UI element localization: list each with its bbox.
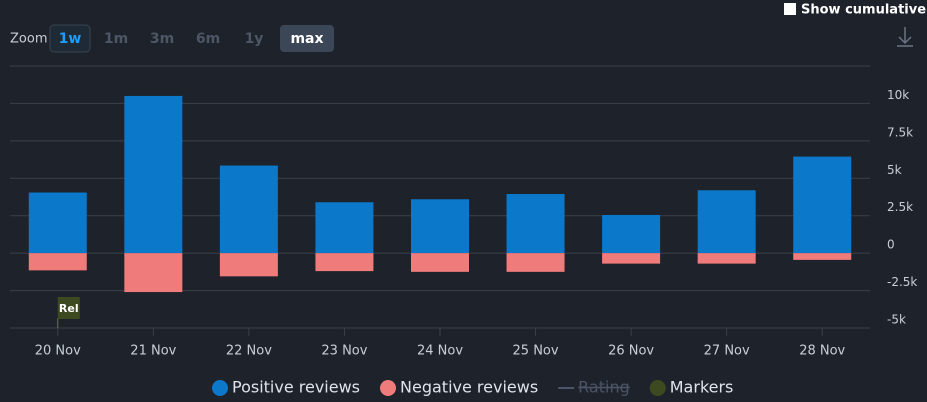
x-tick-label: 24 Nov	[417, 344, 463, 359]
bar	[602, 253, 661, 264]
x-tick-label: 26 Nov	[608, 344, 654, 359]
y-tick-label: -5k	[887, 313, 906, 327]
bar	[219, 165, 278, 254]
legend-label[interactable]: Positive reviews	[232, 378, 360, 397]
x-tick-label: 23 Nov	[321, 344, 367, 359]
checkbox-label[interactable]: Show cumulative	[801, 3, 926, 18]
legend-symbol[interactable]	[649, 380, 666, 396]
y-tick-label: 5k	[887, 163, 902, 177]
bar	[28, 253, 87, 271]
x-tick-label: 22 Nov	[226, 344, 272, 359]
zoom-button[interactable]	[280, 25, 334, 52]
zoom-option[interactable]: max	[290, 31, 323, 47]
bar	[315, 202, 374, 254]
download-icon[interactable]	[897, 27, 913, 47]
legend-symbol[interactable]	[380, 380, 397, 396]
y-tick-label: 0	[887, 238, 895, 252]
legend-label[interactable]: Negative reviews	[400, 378, 538, 397]
checkbox[interactable]	[784, 3, 796, 15]
legend-symbol[interactable]	[212, 380, 228, 396]
y-tick-label: 10k	[887, 88, 909, 102]
x-tick-label: 27 Nov	[704, 344, 750, 359]
bar	[506, 253, 565, 272]
x-tick-label: 21 Nov	[130, 344, 176, 359]
zoom-button[interactable]	[49, 24, 91, 53]
legend-label[interactable]: Rating	[578, 378, 630, 397]
bar	[506, 194, 565, 254]
zoom-option[interactable]: 1w	[59, 31, 82, 47]
y-tick-label: -2.5k	[887, 275, 917, 289]
bar	[793, 156, 852, 254]
zoom-label: Zoom	[10, 32, 47, 47]
legend-label[interactable]: Markers	[670, 378, 734, 397]
y-tick-label: 2.5k	[887, 200, 913, 214]
x-tick-label: 20 Nov	[35, 344, 81, 359]
bar	[793, 253, 852, 260]
marker-label: Rel	[59, 302, 79, 315]
bar	[124, 95, 183, 254]
bar	[219, 253, 278, 277]
bar	[697, 253, 756, 264]
marker-flag	[57, 297, 80, 319]
x-tick-label: 28 Nov	[799, 344, 845, 359]
bar	[411, 199, 469, 254]
bar	[411, 253, 469, 272]
zoom-option[interactable]: 1y	[245, 31, 264, 47]
bar	[602, 214, 661, 254]
x-tick-label: 25 Nov	[513, 344, 559, 359]
zoom-option[interactable]: 3m	[150, 31, 174, 47]
zoom-option[interactable]: 1m	[104, 31, 128, 47]
bar	[315, 253, 374, 272]
zoom-option[interactable]: 6m	[196, 31, 220, 47]
y-tick-label: 7.5k	[887, 125, 913, 139]
bar	[124, 253, 183, 293]
bar	[697, 190, 756, 254]
bar	[28, 192, 87, 254]
